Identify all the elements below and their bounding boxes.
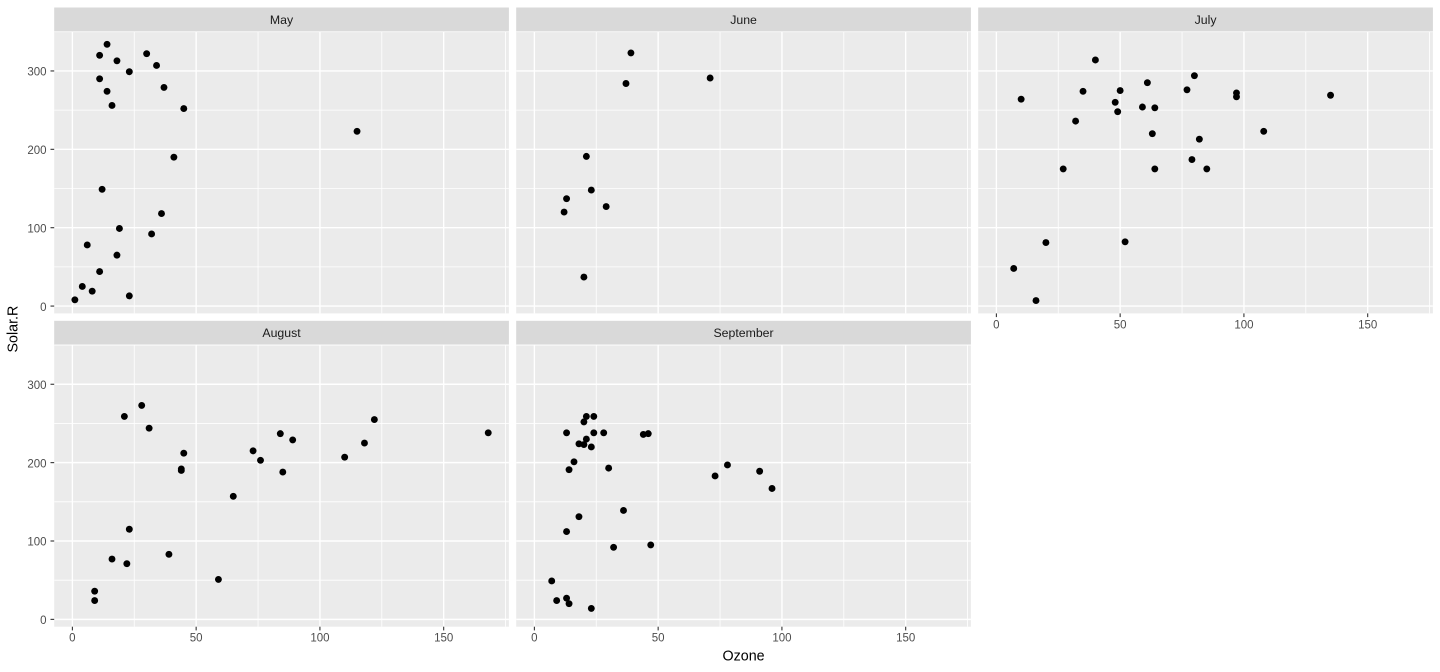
svg-text:May: May (270, 13, 294, 27)
svg-text:150: 150 (1358, 319, 1377, 331)
svg-text:100: 100 (310, 633, 329, 645)
svg-text:August: August (262, 326, 301, 340)
svg-text:Ozone: Ozone (722, 649, 764, 665)
svg-text:100: 100 (772, 633, 791, 645)
svg-text:100: 100 (27, 537, 46, 549)
svg-text:200: 200 (27, 458, 46, 470)
svg-text:50: 50 (1114, 319, 1127, 331)
svg-text:50: 50 (652, 633, 665, 645)
svg-text:September: September (713, 326, 773, 340)
svg-text:100: 100 (27, 223, 46, 235)
svg-text:150: 150 (896, 633, 915, 645)
svg-text:300: 300 (27, 67, 46, 79)
svg-text:300: 300 (27, 380, 46, 392)
svg-text:100: 100 (1234, 319, 1253, 331)
svg-text:Solar.R: Solar.R (5, 306, 21, 353)
svg-text:0: 0 (993, 319, 999, 331)
svg-text:150: 150 (434, 633, 453, 645)
svg-text:200: 200 (27, 145, 46, 157)
svg-text:June: June (730, 13, 757, 27)
svg-text:July: July (1195, 13, 1218, 27)
svg-text:50: 50 (190, 633, 203, 645)
svg-text:0: 0 (69, 633, 75, 645)
svg-text:0: 0 (40, 615, 46, 627)
svg-text:0: 0 (531, 633, 537, 645)
svg-text:0: 0 (40, 302, 46, 314)
